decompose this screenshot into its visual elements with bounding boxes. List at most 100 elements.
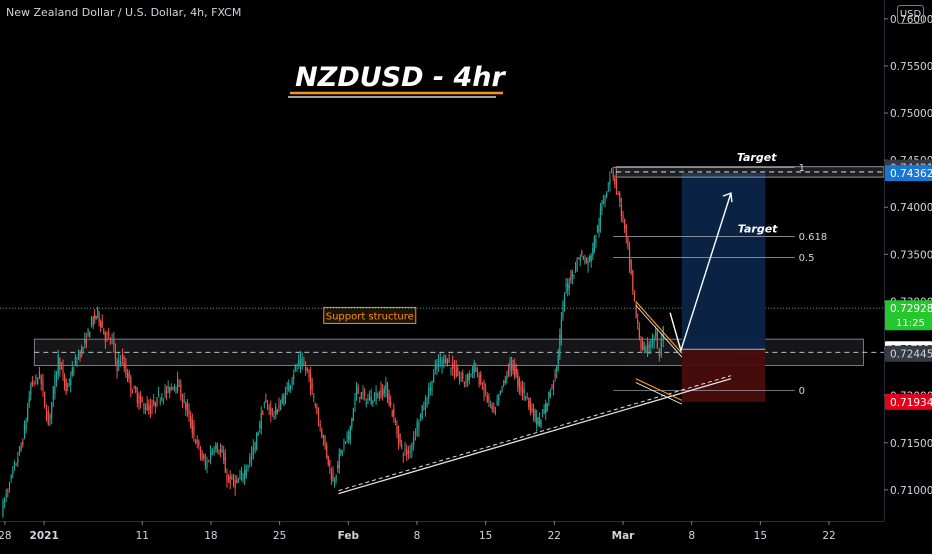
candle-body [416,421,418,436]
candle-body [463,381,465,384]
candle-body [5,494,7,498]
candle-body [59,357,61,370]
candle-body [399,433,401,443]
candle-body [650,344,652,347]
candle-body [337,464,339,469]
wedge-lower-line-inner [635,382,683,405]
price-label-countdown: 11:25 [896,318,925,329]
candle-body [436,364,438,370]
candle-body [370,396,372,404]
x-tick-label: 15 [479,530,492,542]
candle-body [271,409,274,411]
candle-body [247,465,249,469]
candle-body [213,449,215,453]
candle-body [97,307,99,312]
y-tick-label: 0.71500 [890,438,932,450]
candle-body [170,387,172,389]
candle-body [240,471,243,477]
candle-body [525,396,527,399]
candle-body [602,201,604,204]
candle-body [581,251,583,255]
candle-body [426,402,428,405]
candle-body [332,473,334,482]
candle-body [57,354,59,375]
candle-body [226,474,228,481]
candle-body [573,274,575,277]
candle-body [517,372,519,386]
candle-body [260,412,262,429]
x-tick-label: 8 [414,530,421,542]
candle-body [104,333,106,342]
candle-body [526,392,528,394]
y-tick-label: 0.71000 [890,485,932,497]
rising-trendline [338,378,732,495]
candle-body [622,214,624,219]
candle-body [368,397,371,401]
candle-body [609,178,611,185]
candle-body [294,365,296,371]
candle-body [658,349,660,357]
candle-body [289,385,292,390]
candle-body [90,317,93,327]
candle-body [321,430,323,438]
candle-body [159,400,161,402]
candle-body [185,403,187,410]
candle-body [560,319,562,340]
candle-body [646,343,649,354]
candle-body [101,321,103,328]
candle-body [62,366,64,374]
candle-body [67,385,69,387]
candle-body [27,407,29,421]
candle-body [571,271,573,278]
candle-body [208,461,210,463]
candle-body [218,452,220,454]
candle-body [540,420,542,427]
candle-body [188,408,190,415]
candle-body [79,352,81,358]
candle-body [478,375,480,385]
candle-body [98,312,100,322]
candle-body [382,390,384,396]
candle-body [306,367,308,371]
candle-body [510,357,513,371]
candle-body [509,361,511,371]
candle-body [71,367,73,376]
candle-body [133,386,135,388]
candle-body [548,392,550,400]
candle-body [568,285,570,288]
candle-body [322,435,325,439]
candle-body [54,374,56,395]
x-tick-label: 15 [754,530,767,542]
candle-body [364,392,366,397]
candle-body [176,377,179,391]
candle-body [298,360,300,367]
candle-body [299,356,302,366]
candle-body [515,368,517,374]
candle-body [531,408,533,412]
candle-body [539,417,541,424]
candle-body [221,449,223,453]
candle-body [51,402,53,418]
candle-body [326,445,328,457]
currency-button[interactable]: USD [897,5,924,24]
candle-body [244,470,246,479]
candle-body [198,440,200,446]
candle-body [604,196,606,204]
candle-body [123,362,125,369]
candle-body [128,372,130,378]
candle-body [219,449,222,452]
candle-body [590,255,592,262]
candle-body [552,382,555,389]
candle-body [537,421,539,424]
candle-body [614,177,616,185]
candle-body [265,399,267,403]
candle-body [589,255,591,261]
candle-body [402,454,404,456]
candle-body [625,225,627,237]
candle-body [181,399,184,403]
candle-body [362,391,364,394]
candle-body [467,374,469,382]
candle-body [506,375,508,380]
candle-body [386,383,389,400]
